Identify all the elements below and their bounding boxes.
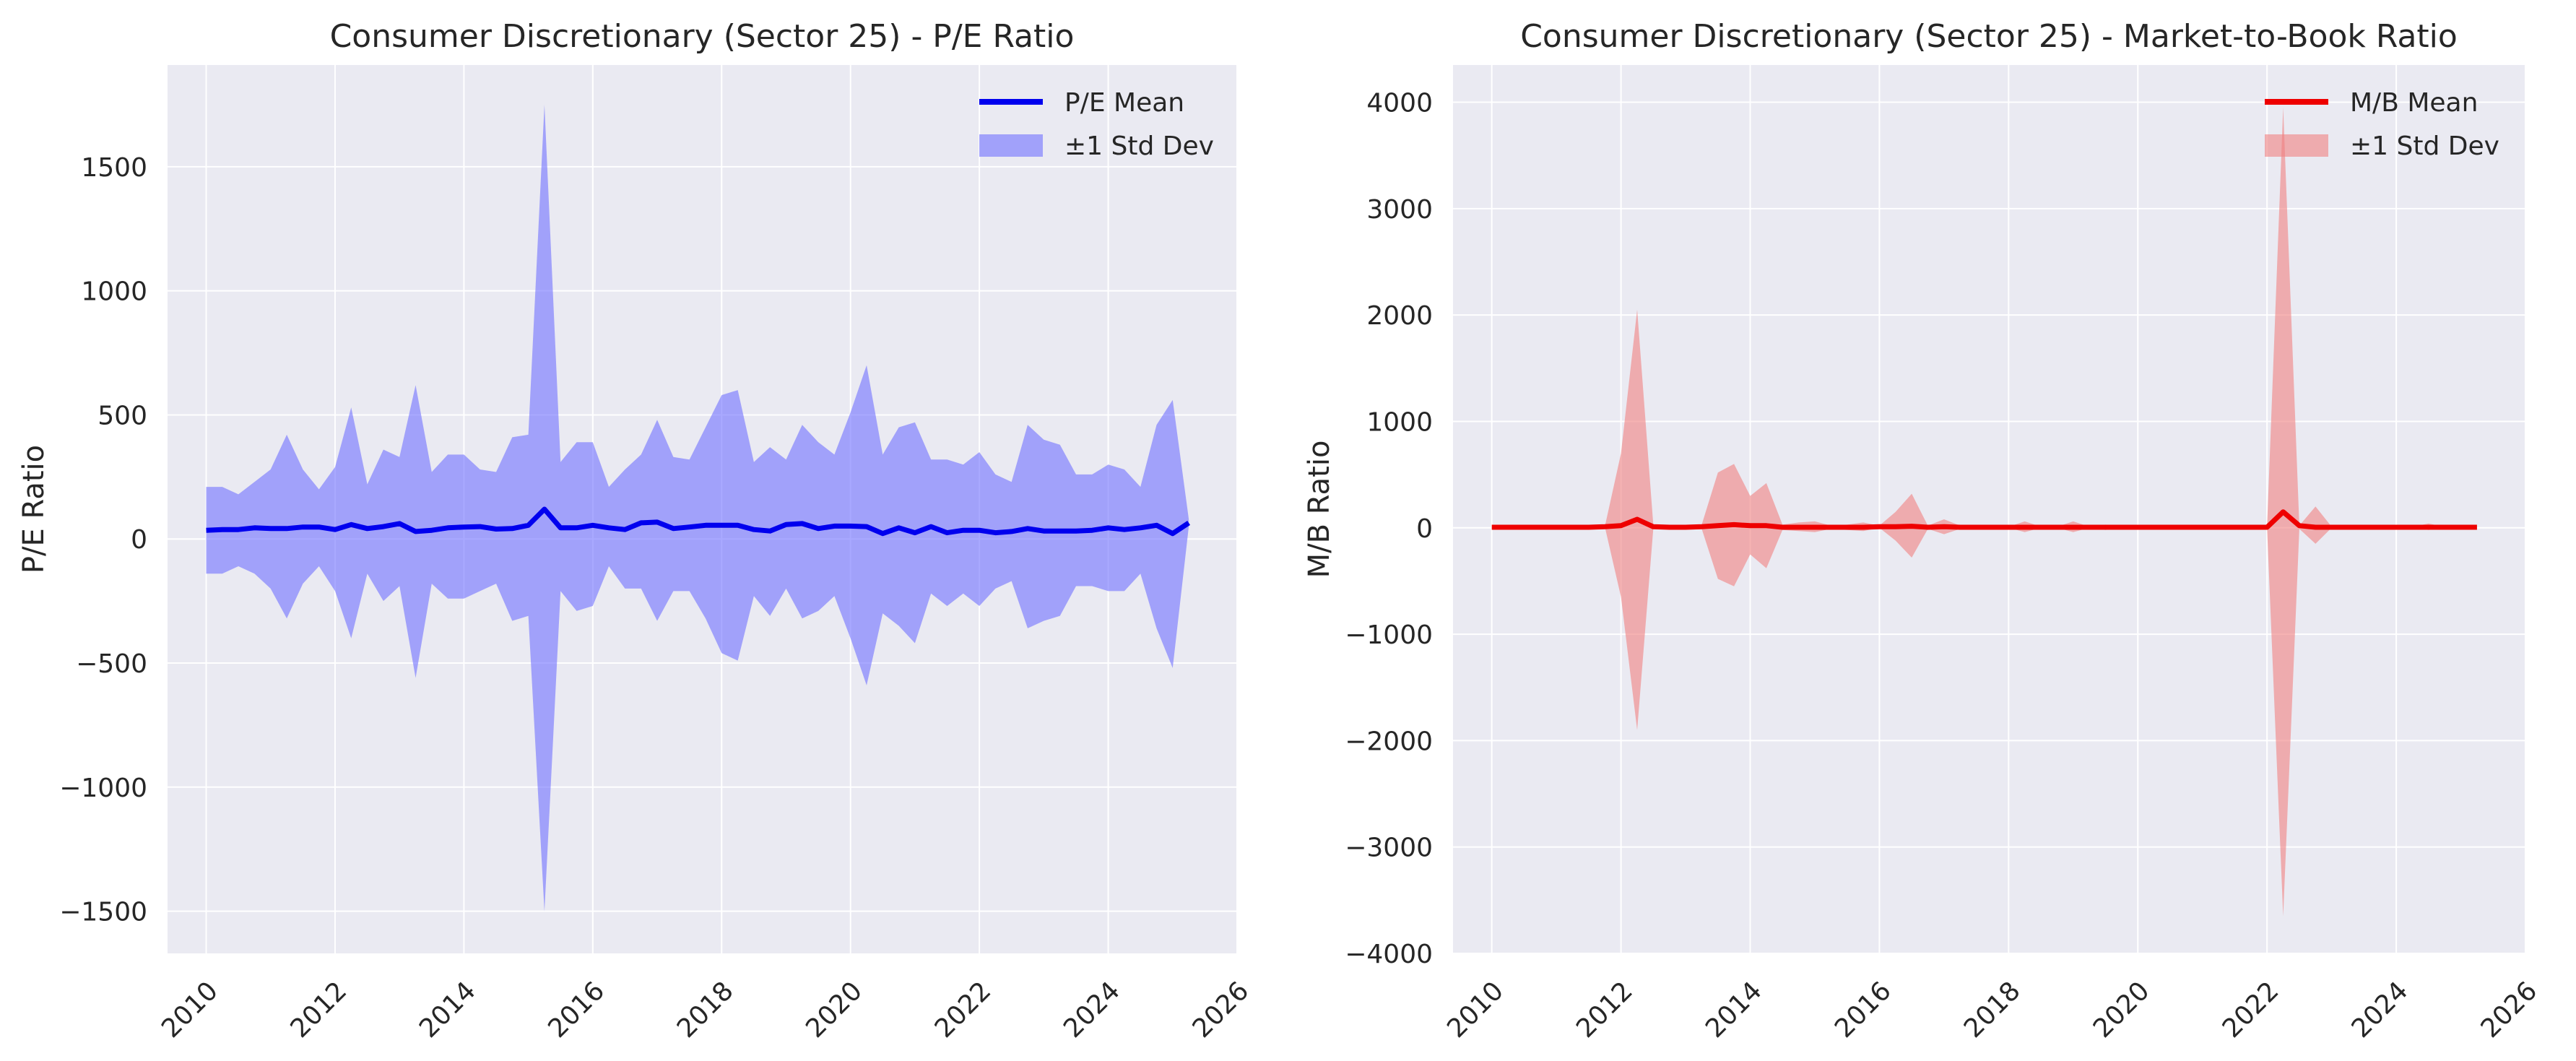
pe-y-tick-label-4: 500 xyxy=(97,401,147,430)
mb-y-tick-label-5: 1000 xyxy=(1366,407,1433,437)
pe-y-tick-label-5: 1000 xyxy=(81,277,147,307)
mb-x-tick-label-7: 2024 xyxy=(2346,976,2414,1044)
pe-x-tick-label-4: 2018 xyxy=(672,976,740,1044)
pe-chart-title: Consumer Discretionary (Sector 25) - P/E… xyxy=(330,18,1075,55)
mb-mean-line xyxy=(1491,509,2477,530)
mb-y-tick-label-6: 2000 xyxy=(1366,301,1433,331)
mb-y-tick-label-1: −3000 xyxy=(1345,833,1433,863)
mb-y-tick-label-7: 3000 xyxy=(1366,195,1433,225)
mb-x-tick-label-6: 2022 xyxy=(2217,976,2285,1044)
pe-x-tick-label-1: 2012 xyxy=(285,976,353,1044)
mb-legend-band-label: ±1 Std Dev xyxy=(2350,131,2499,161)
pe-y-tick-label-0: −1500 xyxy=(59,898,147,927)
mb-y-tick-label-4: 0 xyxy=(1416,514,1433,544)
mb-legend-band-swatch xyxy=(2265,134,2328,157)
pe-legend-band-label: ±1 Std Dev xyxy=(1064,131,1214,161)
pe-x-tick-label-5: 2020 xyxy=(800,976,868,1044)
mb-x-tick-label-3: 2016 xyxy=(1829,976,1897,1044)
mb-y-tick-label-3: −1000 xyxy=(1345,620,1433,650)
pe-y-tick-label-2: −500 xyxy=(76,649,147,679)
pe-x-tick-label-0: 2010 xyxy=(156,976,224,1044)
mb-x-tick-label-8: 2026 xyxy=(2476,976,2544,1044)
mb-legend-mean-label: M/B Mean xyxy=(2350,88,2478,118)
mb-x-tick-label-5: 2020 xyxy=(2088,976,2156,1044)
pe-legend-mean-label: P/E Mean xyxy=(1064,88,1184,118)
mb-legend: M/B Mean ±1 Std Dev xyxy=(2265,88,2499,161)
pe-ratio-chart: 2010 2012 2014 2016 2018 2020 2022 2024 2026 −15… xyxy=(17,18,1254,1044)
mb-x-tick-label-2: 2014 xyxy=(1700,976,1768,1044)
pe-legend-band-swatch xyxy=(979,134,1043,157)
pe-mean-line xyxy=(206,506,1191,537)
mb-ratio-chart: 2010 2012 2014 2016 2018 2020 2022 2024 2026 −40… xyxy=(1303,18,2543,1044)
pe-x-tick-label-3: 2016 xyxy=(542,976,610,1044)
pe-x-tick-label-6: 2022 xyxy=(929,976,997,1044)
pe-legend: P/E Mean ±1 Std Dev xyxy=(979,88,1214,161)
pe-y-tick-label-1: −1000 xyxy=(59,774,147,803)
mb-x-tick-label-0: 2010 xyxy=(1441,976,1509,1044)
pe-x-tick-label-7: 2024 xyxy=(1058,976,1126,1044)
pe-gridlines xyxy=(168,65,1238,953)
pe-y-tick-label-3: 0 xyxy=(131,525,147,555)
mb-x-ticks: 2010 2012 2014 2016 2018 2020 2022 2024 2026 xyxy=(1441,976,2543,1044)
mb-x-tick-label-1: 2012 xyxy=(1571,976,1639,1044)
mb-x-tick-label-4: 2018 xyxy=(1959,976,2026,1044)
mb-chart-title: Consumer Discretionary (Sector 25) - Mar… xyxy=(1520,18,2458,55)
pe-y-ticks: −1500 −1000 −500 0 500 1000 1500 xyxy=(59,153,147,927)
pe-x-tick-label-2: 2014 xyxy=(414,976,482,1044)
mb-y-axis-label: M/B Ratio xyxy=(1303,441,1336,579)
pe-y-axis-label: P/E Ratio xyxy=(17,445,51,573)
mb-y-tick-label-0: −4000 xyxy=(1345,940,1433,969)
pe-std-dev-band xyxy=(206,105,1189,911)
mb-y-ticks: −4000 −3000 −2000 −1000 0 1000 2000 3000 4000 xyxy=(1345,89,1433,969)
pe-x-ticks: 2010 2012 2014 2016 2018 2020 2022 2024 2026 xyxy=(156,976,1254,1044)
pe-y-tick-label-6: 1500 xyxy=(81,153,147,183)
mb-y-tick-label-2: −2000 xyxy=(1345,727,1433,756)
pe-x-tick-label-8: 2026 xyxy=(1187,976,1255,1044)
mb-y-tick-label-8: 4000 xyxy=(1366,89,1433,118)
